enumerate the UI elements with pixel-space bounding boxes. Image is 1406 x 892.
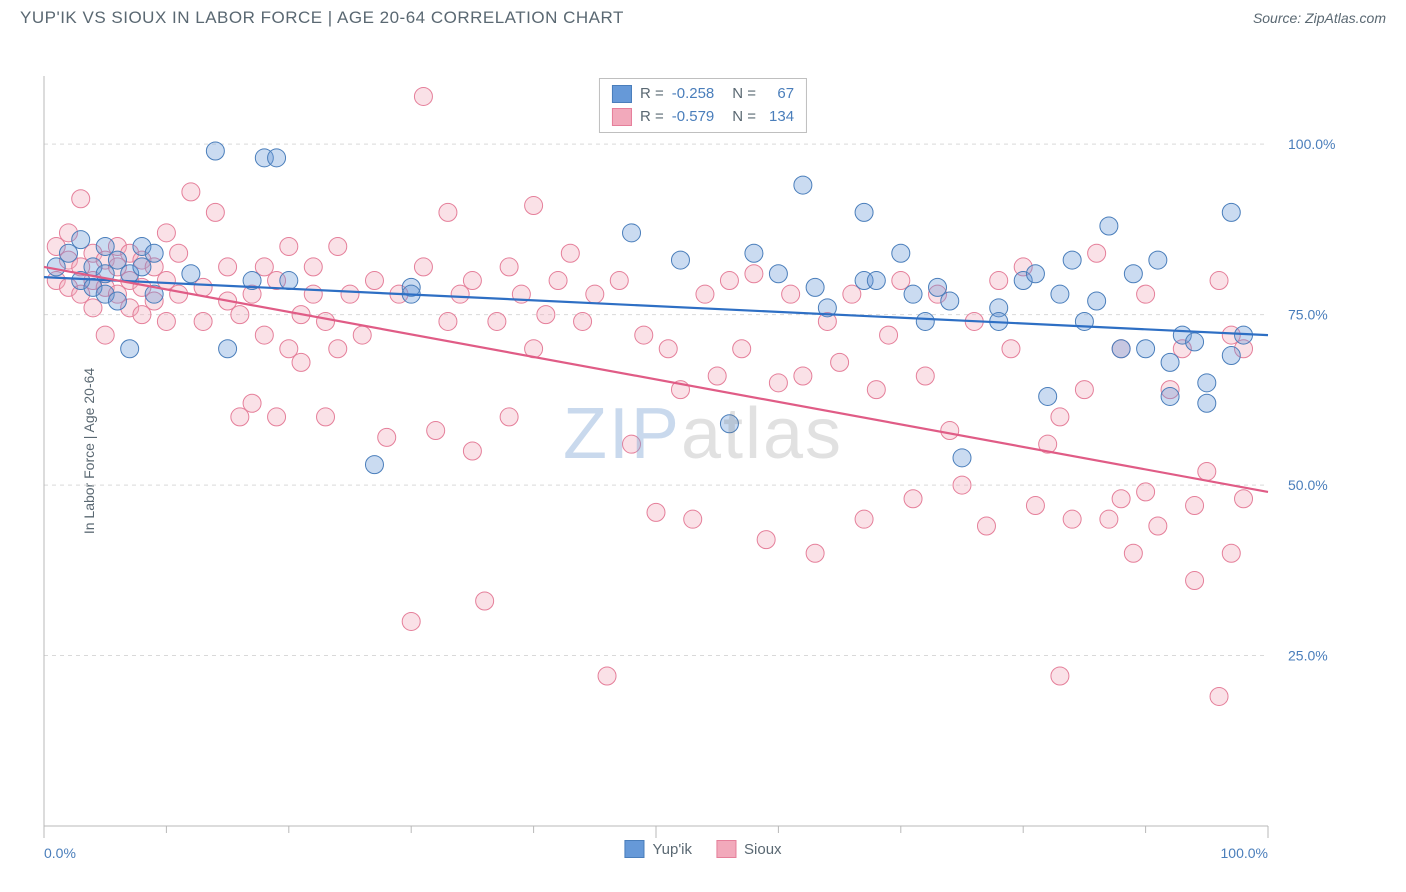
legend-row-sioux: R = -0.579 N = 134 (612, 106, 794, 129)
legend-n-yupik: 67 (764, 83, 794, 106)
chart-area: In Labor Force | Age 20-64 25.0%50.0%75.… (0, 36, 1406, 866)
legend-swatch-sioux-2 (716, 840, 736, 858)
legend-r-label: R = (640, 83, 664, 106)
scatter-chart: 25.0% 50.0% 75.0% 100.0% 0.0% 100.0% (0, 36, 1406, 866)
correlation-legend: R = -0.258 N = 67 R = -0.579 N = 134 (599, 78, 807, 133)
legend-row-yupik: R = -0.258 N = 67 (612, 83, 794, 106)
series-legend: Yup'ik Sioux (624, 840, 781, 858)
legend-swatch-yupik (612, 85, 632, 103)
chart-title: YUP'IK VS SIOUX IN LABOR FORCE | AGE 20-… (20, 8, 624, 28)
legend-swatch-sioux (612, 108, 632, 126)
chart-source: Source: ZipAtlas.com (1253, 10, 1386, 26)
legend-n-label-2: N = (732, 106, 756, 129)
legend-label-sioux: Sioux (744, 841, 782, 858)
legend-n-label: N = (732, 83, 756, 106)
legend-r-yupik: -0.258 (672, 83, 715, 106)
legend-item-sioux: Sioux (716, 840, 782, 858)
svg-text:100.0%: 100.0% (1221, 845, 1268, 861)
legend-r-label-2: R = (640, 106, 664, 129)
legend-item-yupik: Yup'ik (624, 840, 692, 858)
svg-text:25.0%: 25.0% (1288, 648, 1328, 664)
legend-label-yupik: Yup'ik (652, 841, 692, 858)
svg-text:50.0%: 50.0% (1288, 477, 1328, 493)
legend-n-sioux: 134 (764, 106, 794, 129)
chart-header: YUP'IK VS SIOUX IN LABOR FORCE | AGE 20-… (0, 0, 1406, 36)
legend-swatch-yupik-2 (624, 840, 644, 858)
svg-text:0.0%: 0.0% (44, 845, 76, 861)
svg-text:75.0%: 75.0% (1288, 307, 1328, 323)
legend-r-sioux: -0.579 (672, 106, 715, 129)
svg-text:100.0%: 100.0% (1288, 136, 1335, 152)
